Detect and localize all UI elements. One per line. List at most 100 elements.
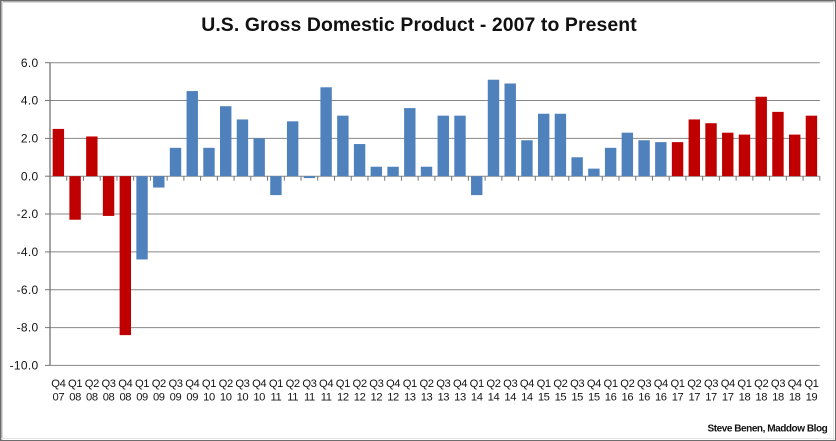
svg-text:08: 08 xyxy=(103,392,115,404)
svg-text:4.0: 4.0 xyxy=(21,94,39,108)
svg-text:16: 16 xyxy=(605,392,617,404)
svg-text:Q2: Q2 xyxy=(486,378,500,390)
svg-text:-8.0: -8.0 xyxy=(17,321,39,335)
svg-text:11: 11 xyxy=(304,392,315,404)
svg-text:12: 12 xyxy=(337,392,349,404)
svg-text:Q2: Q2 xyxy=(419,378,433,390)
svg-text:Q1: Q1 xyxy=(804,378,818,390)
svg-text:Q1: Q1 xyxy=(336,378,350,390)
svg-text:18: 18 xyxy=(739,392,751,404)
svg-text:08: 08 xyxy=(69,392,81,404)
svg-text:14: 14 xyxy=(521,392,533,404)
svg-text:-6.0: -6.0 xyxy=(17,283,39,297)
svg-text:Q4: Q4 xyxy=(51,378,65,390)
svg-text:Q4: Q4 xyxy=(118,378,132,390)
svg-text:16: 16 xyxy=(622,392,634,404)
svg-text:0.0: 0.0 xyxy=(21,169,39,183)
svg-text:13: 13 xyxy=(437,392,449,404)
svg-text:Q3: Q3 xyxy=(637,378,651,390)
svg-text:17: 17 xyxy=(705,392,717,404)
svg-text:17: 17 xyxy=(688,392,700,404)
svg-text:09: 09 xyxy=(153,392,165,404)
svg-text:Q3: Q3 xyxy=(436,378,450,390)
svg-text:Q4: Q4 xyxy=(185,378,199,390)
svg-text:Q4: Q4 xyxy=(654,378,668,390)
svg-text:17: 17 xyxy=(672,392,684,404)
svg-text:Q4: Q4 xyxy=(252,378,266,390)
svg-text:Q3: Q3 xyxy=(570,378,584,390)
svg-text:14: 14 xyxy=(504,392,516,404)
svg-text:6.0: 6.0 xyxy=(21,56,39,70)
svg-text:12: 12 xyxy=(387,392,399,404)
svg-text:Q1: Q1 xyxy=(68,378,82,390)
svg-text:Q2: Q2 xyxy=(85,378,99,390)
svg-text:13: 13 xyxy=(421,392,433,404)
svg-text:Q1: Q1 xyxy=(537,378,551,390)
svg-text:08: 08 xyxy=(119,392,131,404)
svg-text:15: 15 xyxy=(538,392,550,404)
svg-text:Q1: Q1 xyxy=(470,378,484,390)
svg-text:Q1: Q1 xyxy=(403,378,417,390)
svg-text:09: 09 xyxy=(186,392,198,404)
svg-text:09: 09 xyxy=(170,392,182,404)
svg-text:08: 08 xyxy=(86,392,98,404)
svg-text:18: 18 xyxy=(755,392,767,404)
svg-text:Q2: Q2 xyxy=(687,378,701,390)
svg-text:Q3: Q3 xyxy=(102,378,116,390)
svg-text:Q4: Q4 xyxy=(386,378,400,390)
svg-text:Q3: Q3 xyxy=(369,378,383,390)
svg-text:Q3: Q3 xyxy=(235,378,249,390)
svg-text:Q3: Q3 xyxy=(704,378,718,390)
svg-text:Q4: Q4 xyxy=(453,378,467,390)
svg-text:Q2: Q2 xyxy=(219,378,233,390)
svg-text:12: 12 xyxy=(371,392,383,404)
svg-text:Steve Benen, Maddow Blog: Steve Benen, Maddow Blog xyxy=(708,423,828,434)
svg-text:Q4: Q4 xyxy=(788,378,802,390)
svg-text:Q4: Q4 xyxy=(587,378,601,390)
svg-text:2.0: 2.0 xyxy=(21,132,39,146)
svg-text:Q2: Q2 xyxy=(754,378,768,390)
svg-text:Q1: Q1 xyxy=(737,378,751,390)
svg-text:14: 14 xyxy=(488,392,500,404)
svg-text:Q1: Q1 xyxy=(670,378,684,390)
svg-text:18: 18 xyxy=(789,392,801,404)
svg-text:Q2: Q2 xyxy=(152,378,166,390)
svg-text:10: 10 xyxy=(237,392,249,404)
svg-text:Q2: Q2 xyxy=(620,378,634,390)
svg-text:Q4: Q4 xyxy=(520,378,534,390)
svg-text:10: 10 xyxy=(220,392,232,404)
svg-text:11: 11 xyxy=(271,392,282,404)
svg-text:10: 10 xyxy=(253,392,265,404)
svg-text:Q4: Q4 xyxy=(721,378,735,390)
svg-text:Q3: Q3 xyxy=(168,378,182,390)
svg-text:-2.0: -2.0 xyxy=(17,207,39,221)
svg-text:12: 12 xyxy=(354,392,366,404)
svg-text:14: 14 xyxy=(471,392,483,404)
svg-text:Q2: Q2 xyxy=(286,378,300,390)
svg-text:16: 16 xyxy=(638,392,650,404)
svg-text:15: 15 xyxy=(571,392,583,404)
svg-text:18: 18 xyxy=(772,392,784,404)
svg-text:13: 13 xyxy=(454,392,466,404)
svg-text:-4.0: -4.0 xyxy=(17,245,39,259)
svg-text:Q1: Q1 xyxy=(269,378,283,390)
svg-text:16: 16 xyxy=(655,392,667,404)
svg-text:10: 10 xyxy=(203,392,215,404)
svg-text:Q1: Q1 xyxy=(135,378,149,390)
svg-text:-10.0: -10.0 xyxy=(10,359,39,373)
svg-text:Q3: Q3 xyxy=(302,378,316,390)
svg-text:11: 11 xyxy=(321,392,332,404)
svg-text:15: 15 xyxy=(555,392,567,404)
svg-text:17: 17 xyxy=(722,392,734,404)
svg-text:09: 09 xyxy=(136,392,148,404)
svg-text:Q2: Q2 xyxy=(553,378,567,390)
svg-text:13: 13 xyxy=(404,392,416,404)
svg-text:Q3: Q3 xyxy=(503,378,517,390)
svg-text:Q2: Q2 xyxy=(353,378,367,390)
svg-text:19: 19 xyxy=(806,392,818,404)
svg-text:11: 11 xyxy=(287,392,298,404)
svg-text:15: 15 xyxy=(588,392,600,404)
svg-text:U.S. Gross Domestic Product -: U.S. Gross Domestic Product - 2007 to Pr… xyxy=(201,14,637,36)
svg-text:Q4: Q4 xyxy=(319,378,333,390)
svg-text:Q1: Q1 xyxy=(604,378,618,390)
